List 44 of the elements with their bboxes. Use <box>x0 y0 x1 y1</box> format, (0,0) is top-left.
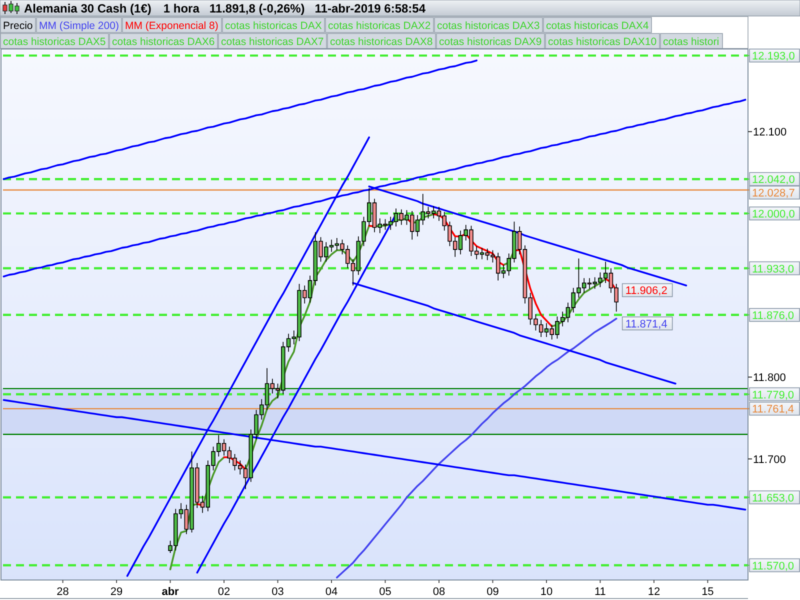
text: MM (Simple 200) <box>39 20 119 32</box>
text: cotas histori <box>663 36 720 48</box>
y-tick-label: 11.700 <box>753 454 786 466</box>
ref-line-label: 11.876,0 <box>752 310 794 322</box>
text: cotas historicas DAX3 <box>437 20 540 32</box>
ref-line-label: 12.000,0 <box>752 208 795 220</box>
text: cotas historicas DAX5 <box>3 36 106 48</box>
x-tick-label: 03 <box>272 586 284 598</box>
x-tick-label: 12 <box>648 586 660 598</box>
ref-line-label: 11.933,0 <box>752 263 794 276</box>
text: cotas historicas DAX2 <box>328 20 431 32</box>
x-tick-label: 11 <box>594 586 606 598</box>
text: Precio <box>3 20 33 32</box>
x-tick-label: 05 <box>379 586 392 598</box>
chart-title: Alemania 30 Cash (1€) <box>24 2 152 16</box>
text: cotas historicas DAX <box>225 20 322 32</box>
text: cotas historicas DAX4 <box>546 20 649 32</box>
text: cotas historicas DAX7 <box>221 36 324 48</box>
data-label: 11.906,2 <box>625 285 668 298</box>
ref-line-label: 11.779,0 <box>752 389 794 402</box>
ref-line-label: 12.193,0 <box>752 50 795 63</box>
x-tick-label: 10 <box>540 586 553 598</box>
text: cotas historicas DAX9 <box>439 36 542 48</box>
y-tick-label: 12.100 <box>753 126 787 139</box>
text: MM (Exponencial 8) <box>125 20 218 32</box>
ref-line-label: 11.653,0 <box>752 492 794 504</box>
x-tick-label: 02 <box>218 586 230 598</box>
x-tick-label: 15 <box>702 586 714 598</box>
ref-line-label: 12.042,0 <box>752 174 795 186</box>
ref-line-label: 11.761,4 <box>752 404 794 416</box>
x-tick-label: 28 <box>56 586 69 598</box>
x-tick-label: 04 <box>325 586 338 598</box>
ref-line-label: 12.028,7 <box>752 188 795 200</box>
text: cotas historicas DAX6 <box>112 36 215 48</box>
chart-subtitle: 1 hora 11.891,8 (-0,26%) 11-abr-2019 6:58:54 <box>163 2 426 16</box>
x-tick-label: abr <box>162 586 180 598</box>
x-tick-label: 29 <box>110 586 123 598</box>
text: cotas historicas DAX10 <box>548 36 657 48</box>
ref-line-label: 11.570,0 <box>752 560 794 572</box>
data-label: 11.871,4 <box>625 318 668 330</box>
x-tick-label: 09 <box>486 586 499 598</box>
x-tick-label: 08 <box>432 586 446 598</box>
y-tick-label: 11.800 <box>753 372 786 384</box>
text: cotas historicas DAX8 <box>330 36 433 48</box>
